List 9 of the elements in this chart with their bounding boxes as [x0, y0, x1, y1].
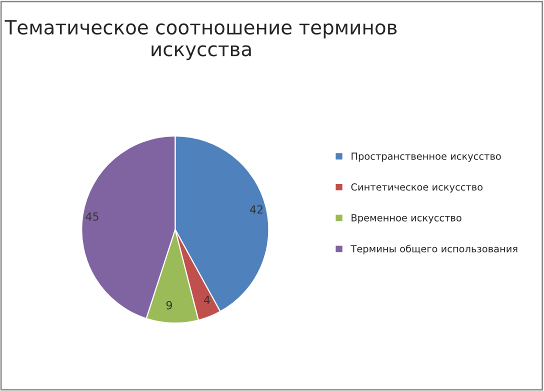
legend-label: Пространственное искусство — [352, 152, 501, 162]
data-label: 4 — [204, 296, 210, 304]
legend-label: Временное искусство — [352, 214, 462, 224]
data-label: 45 — [86, 212, 98, 221]
legend-label: Термины общего использования — [350, 244, 518, 254]
data-label: 9 — [166, 301, 172, 310]
chart-title: Тематическое соотношение терминов искусства — [4, 20, 397, 60]
legend-label: Синтетическое искусство — [351, 183, 483, 193]
data-label: 42 — [250, 205, 263, 214]
